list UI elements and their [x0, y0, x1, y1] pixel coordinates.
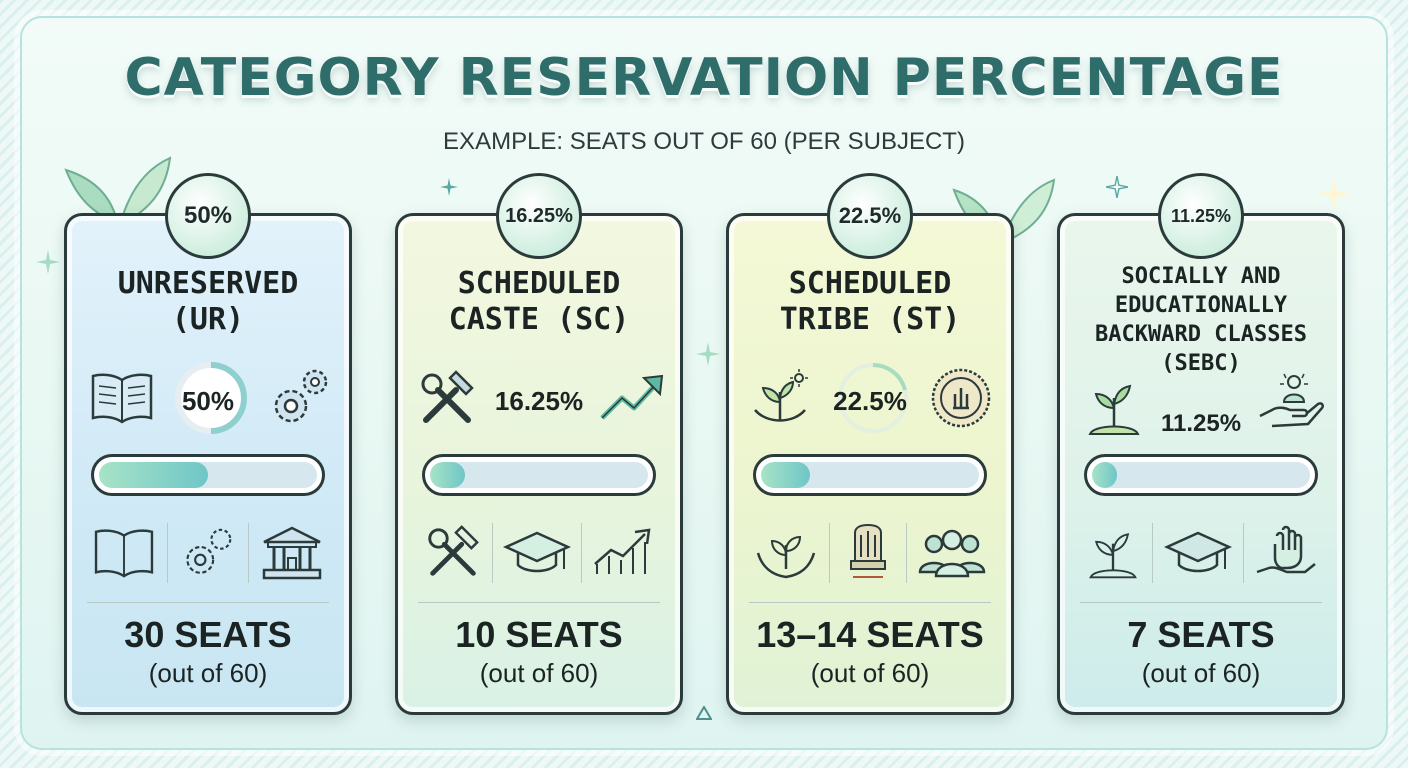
percentage-badge: 16.25% — [496, 173, 582, 259]
page-title: CATEGORY RESERVATION PERCENTAGE — [124, 48, 1284, 108]
plant-sun-icon — [754, 369, 808, 422]
trend-up-icon — [600, 374, 664, 420]
percentage-badge: 22.5% — [827, 173, 913, 259]
percentage-label: 50% — [181, 386, 235, 416]
tools-icon — [427, 525, 479, 576]
graduation-cap-icon — [1163, 531, 1233, 573]
percentage-badge: 11.25% — [1158, 173, 1244, 259]
sparkle-icon — [440, 178, 458, 196]
progress-fill — [1092, 462, 1117, 488]
divider — [581, 523, 583, 583]
progress-ring — [175, 362, 247, 434]
divider-line — [1080, 602, 1322, 603]
percentage-label: 22.5% — [833, 386, 907, 416]
seat-total-note: (out of 60) — [810, 658, 930, 688]
icon-row-bottom — [1080, 514, 1322, 592]
sparkle-icon — [1106, 176, 1128, 198]
category-name: SCHEDULED CASTE (SC) — [448, 266, 630, 337]
progress-bar — [753, 454, 987, 496]
icon-row-bottom — [418, 514, 660, 592]
icon-row-bottom — [87, 514, 329, 592]
divider-line — [749, 602, 991, 603]
seat-count: 13–14 SEATS — [756, 614, 984, 655]
emblem-seal-icon — [931, 368, 991, 428]
icon-row-top — [398, 366, 680, 436]
divider-line — [87, 602, 329, 603]
percentage-label: 11.25% — [1160, 410, 1242, 437]
leaf-decoration-icon — [64, 156, 172, 227]
progress-bar — [422, 454, 656, 496]
category-card-sebc: 11.25% SOCIALLY AND EDUCATIONALLY BACKWA… — [1057, 173, 1345, 715]
seat-count: 7 SEATS — [1127, 614, 1275, 655]
raised-hand-icon — [1256, 525, 1316, 574]
progress-ring — [838, 363, 908, 433]
hammer-wrench-icon — [421, 370, 474, 423]
book-icon — [91, 373, 153, 424]
seat-total-note: (out of 60) — [1141, 658, 1261, 688]
divider-line — [418, 602, 660, 603]
divider — [829, 523, 831, 583]
gears-icon — [186, 528, 232, 574]
book-icon — [95, 529, 154, 578]
triangle-decoration-icon — [696, 706, 712, 720]
progress-bar — [1084, 454, 1318, 496]
icon-row-top — [1060, 366, 1342, 436]
icon-row-top — [67, 362, 349, 436]
sparkle-icon — [696, 342, 720, 366]
gears-icon — [274, 369, 328, 423]
divider — [1151, 523, 1153, 583]
category-name: UNRESERVED (UR) — [117, 266, 299, 337]
category-card-sc: 16.25% SCHEDULED CASTE (SC) 16.25% — [395, 173, 683, 715]
divider — [166, 523, 168, 583]
divider — [905, 523, 907, 583]
icon-row-top — [729, 363, 1011, 436]
sprout-icon — [1088, 384, 1140, 435]
seat-total-note: (out of 60) — [479, 658, 599, 688]
progress-bar — [91, 454, 325, 496]
divider — [1243, 523, 1245, 583]
hand-person-icon — [1259, 373, 1325, 428]
percentage-label: 16.25% — [494, 386, 584, 416]
sprout-icon — [1089, 533, 1137, 579]
graduation-cap-icon — [502, 531, 572, 573]
icon-row-bottom — [749, 514, 991, 592]
seat-count: 30 SEATS — [124, 614, 292, 655]
people-group-icon — [918, 529, 985, 578]
page-subtitle: EXAMPLE: SEATS OUT OF 60 (PER SUBJECT) — [443, 128, 965, 155]
hands-plant-icon — [757, 535, 816, 579]
category-name: SCHEDULED TRIBE (ST) — [779, 266, 961, 337]
category-name: SOCIALLY AND EDUCATIONALLY BACKWARD CLAS… — [1095, 264, 1307, 376]
percentage-badge: 50% — [165, 173, 251, 259]
progress-fill — [761, 462, 811, 488]
divider — [248, 523, 250, 583]
seat-count: 10 SEATS — [455, 614, 623, 655]
seat-total-note: (out of 60) — [148, 658, 268, 688]
bank-building-icon — [262, 526, 321, 580]
category-card-ur: 50% UNRESERVED (UR) 50% — [64, 173, 352, 715]
category-card-st: 22.5% SCHEDULED TRIBE (ST) 22.5% — [726, 173, 1014, 715]
divider — [491, 523, 493, 583]
national-emblem-icon — [849, 523, 886, 578]
progress-fill — [99, 462, 208, 488]
growth-chart-icon — [594, 528, 651, 574]
progress-fill — [430, 462, 466, 488]
sparkle-icon — [1316, 176, 1352, 212]
sparkle-icon — [36, 250, 60, 274]
